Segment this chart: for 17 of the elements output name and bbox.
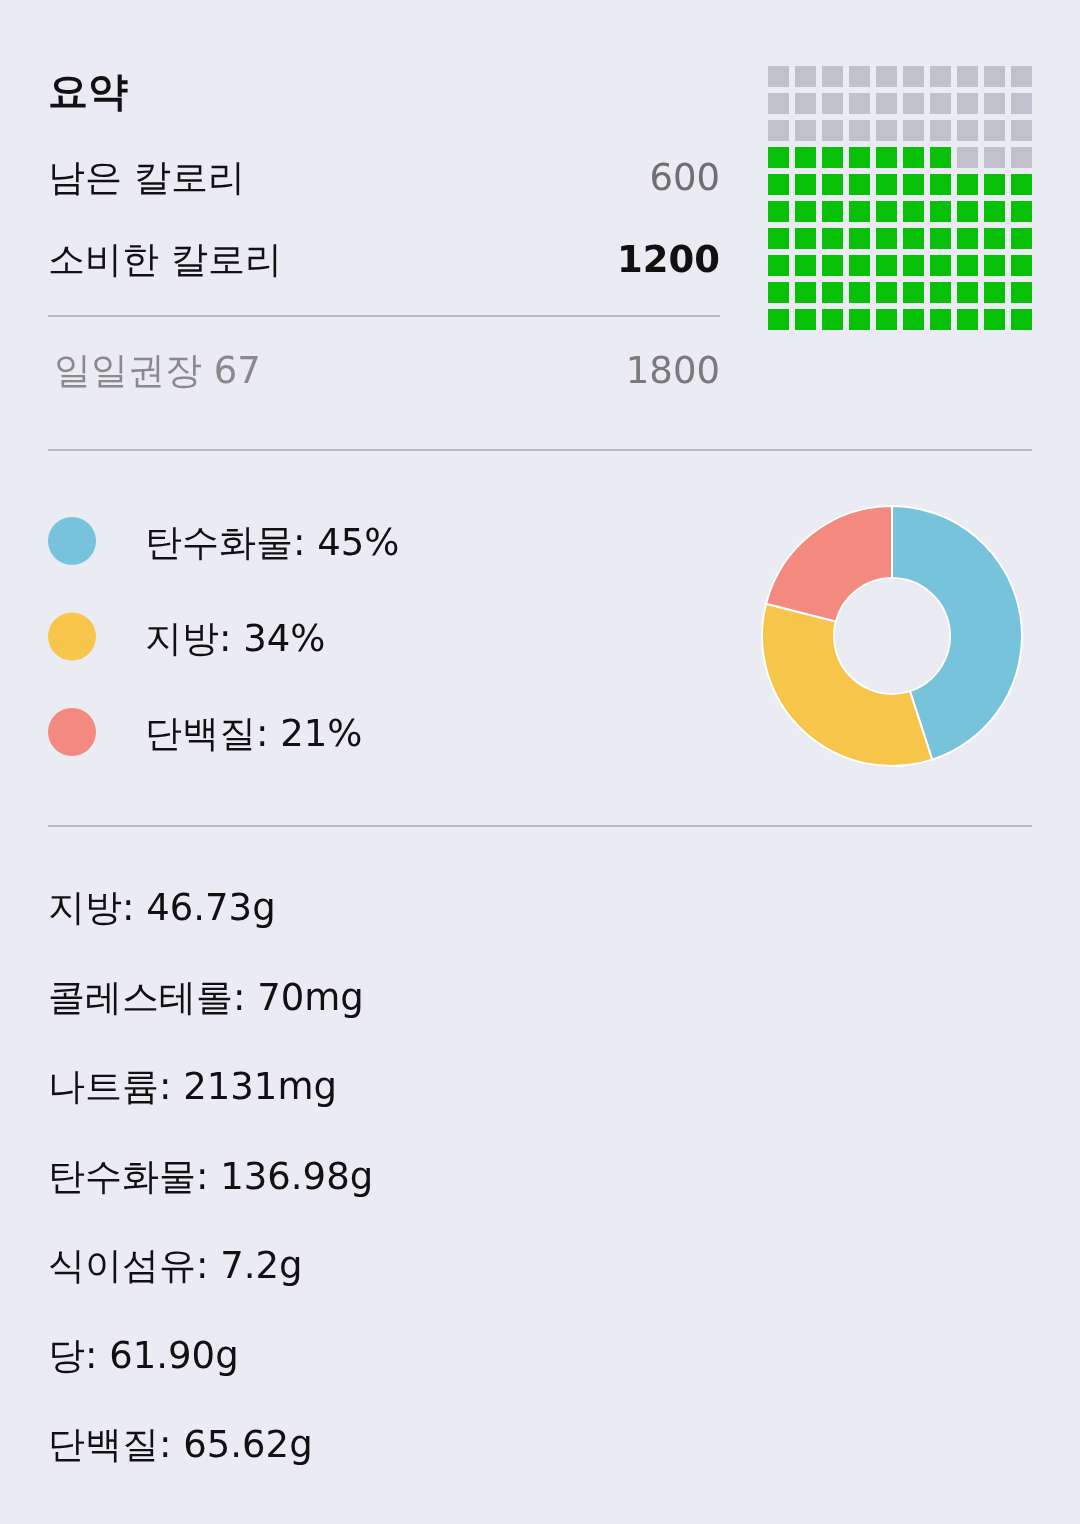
legend-label: 탄수화물: 45% xyxy=(145,521,400,564)
data-label: 600 xyxy=(649,156,720,199)
legend-label: 단백질: 21% xyxy=(145,712,363,755)
data-label: 1200 xyxy=(617,238,720,281)
annotation: 탄수화물: 136.98g xyxy=(48,1154,374,1198)
annotation: 단백질: 65.62g xyxy=(48,1423,313,1466)
annotation: 지방: 46.73g xyxy=(48,886,276,929)
annotation: 식이섬유: 7.2g xyxy=(48,1244,303,1287)
legend-label: 지방: 34% xyxy=(145,616,326,660)
total: 1800 xyxy=(625,349,720,392)
category-label: 소비한 칼로리 xyxy=(48,238,282,281)
title: 요약 xyxy=(48,68,128,114)
category-label: 남은 칼로리 xyxy=(48,156,245,199)
annotation: 당: 61.90g xyxy=(48,1333,239,1377)
annotation: 콜레스테롤: 70mg xyxy=(48,975,364,1019)
annotation: 나트륨: 2131mg xyxy=(48,1065,337,1108)
annotation: 일일권장 67 xyxy=(54,349,261,392)
